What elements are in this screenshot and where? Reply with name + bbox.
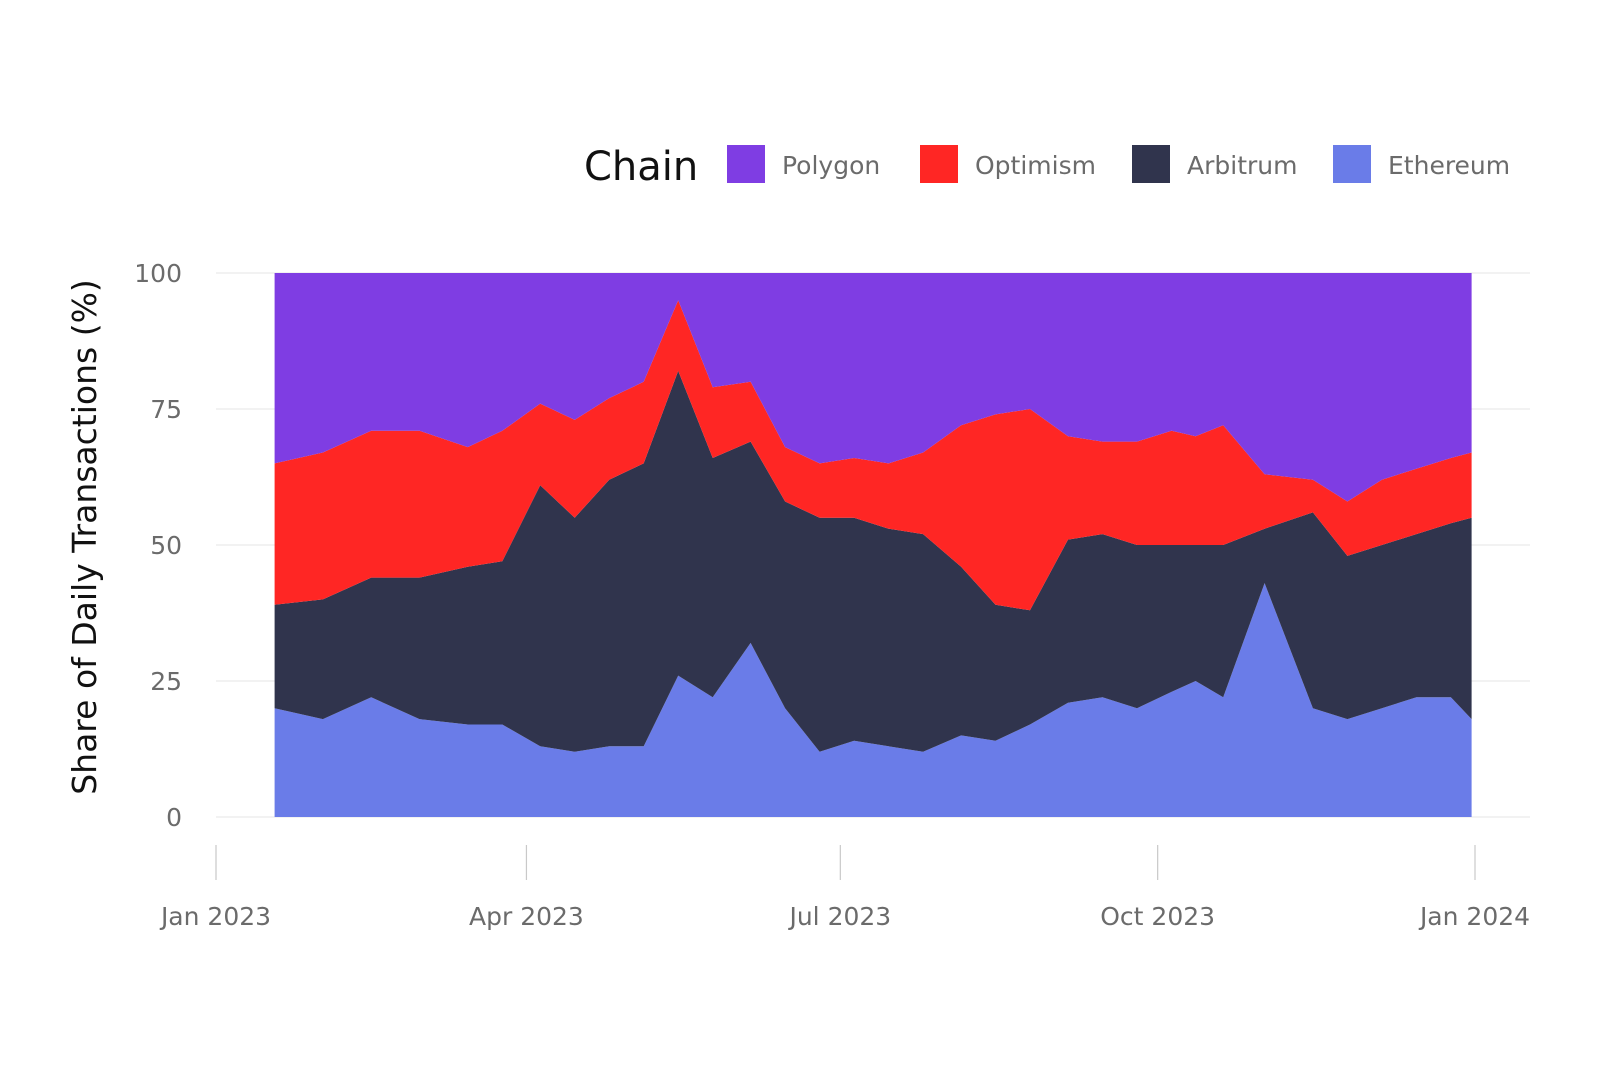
y-axis-title: Share of Daily Transactions (%) (65, 279, 104, 795)
legend: Chain Polygon Optimism Arbitrum Ethereum (584, 144, 1510, 190)
y-tick-label: 50 (150, 531, 182, 560)
y-tick-label: 75 (150, 395, 182, 424)
legend-label-ethereum: Ethereum (1388, 151, 1510, 180)
area-arbitrum (274, 370, 1472, 752)
y-tick-label: 0 (166, 803, 182, 832)
x-tick-label: Oct 2023 (1100, 902, 1215, 931)
y-tick-label: 100 (134, 259, 182, 288)
legend-swatch-arbitrum (1132, 145, 1170, 183)
legend-swatch-polygon (727, 145, 765, 183)
area-polygon (274, 273, 1472, 502)
x-tick-label: Apr 2023 (469, 902, 584, 931)
legend-title: Chain (584, 144, 698, 190)
x-tick-label: Jan 2024 (1418, 902, 1530, 931)
legend-label-arbitrum: Arbitrum (1187, 151, 1297, 180)
area-optimism (274, 300, 1472, 611)
legend-label-polygon: Polygon (782, 151, 880, 180)
y-tick-label: 25 (150, 667, 182, 696)
y-axis: 0 25 50 75 100 (134, 259, 182, 832)
legend-swatch-ethereum (1333, 145, 1371, 183)
area-ethereum (274, 583, 1472, 817)
series-areas (274, 273, 1472, 817)
x-tick-label: Jan 2023 (159, 902, 271, 931)
legend-label-optimism: Optimism (975, 151, 1096, 180)
x-axis: Jan 2023 Apr 2023 Jul 2023 Oct 2023 Jan 2024 (159, 845, 1530, 931)
x-tick-label: Jul 2023 (787, 902, 891, 931)
legend-swatch-optimism (920, 145, 958, 183)
